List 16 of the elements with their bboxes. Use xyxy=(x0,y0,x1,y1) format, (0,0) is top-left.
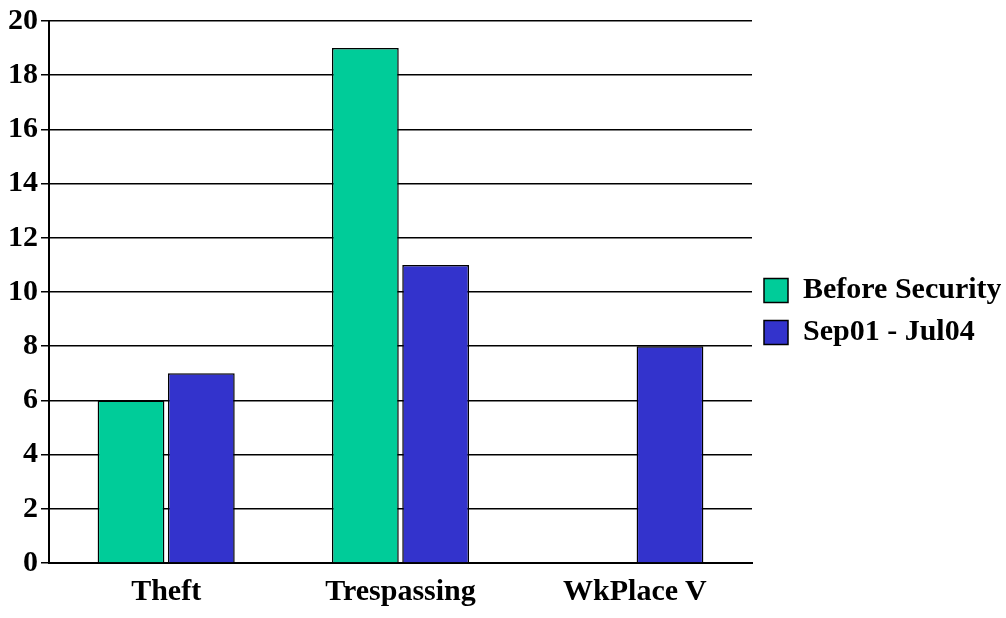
x-tick-label: Trespassing xyxy=(325,572,476,606)
y-tick-label: 18 xyxy=(8,55,38,89)
y-tick-label: 12 xyxy=(8,218,38,252)
legend-label: Sep01 - Jul04 xyxy=(803,313,975,347)
y-tick-label: 16 xyxy=(8,110,38,144)
y-tick-label: 20 xyxy=(8,1,38,35)
x-tick-label: WkPlace V xyxy=(563,572,707,606)
y-tick-label: 10 xyxy=(8,272,38,306)
y-tick-label: 14 xyxy=(8,164,38,198)
y-tick-label: 0 xyxy=(23,543,38,577)
y-tick-label: 4 xyxy=(23,435,38,469)
legend-label: Before Security xyxy=(803,271,1002,305)
y-tick-label: 8 xyxy=(23,326,38,360)
y-tick-label: 6 xyxy=(23,381,38,415)
y-tick-label: 2 xyxy=(23,489,38,523)
x-tick-label: Theft xyxy=(131,572,202,606)
